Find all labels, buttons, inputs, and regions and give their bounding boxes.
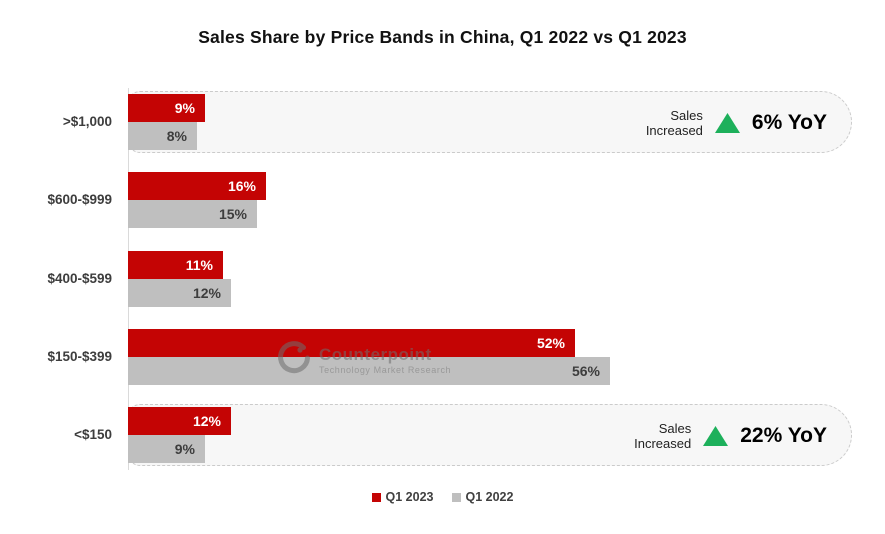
legend-item-q1-2023: Q1 2023 [371,490,434,504]
bar-value-label: 52% [536,335,565,351]
annotation-label: Sales Increased [646,108,703,139]
legend-swatch-gray-icon [451,492,461,502]
up-triangle-icon [714,112,741,134]
bar-row-400-599: $400-$599 11% 12% [0,251,885,307]
annotation-label-line1: Sales [670,107,703,123]
bar-q1-2023: 9% [128,94,205,122]
bar-q1-2023: 12% [128,407,231,435]
bar-row-600-999: $600-$999 16% 15% [0,172,885,228]
bar-q1-2022: 12% [128,279,231,307]
category-label: $600-$999 [47,192,112,207]
annotation-label-line2: Increased [634,436,692,451]
annotation-label-line2: Increased [645,123,703,138]
bar-q1-2022: 56% [128,357,610,385]
bar-q1-2023: 16% [128,172,266,200]
bar-q1-2022: 8% [128,122,197,150]
category-label: <$150 [74,427,112,442]
bar-q1-2022: 9% [128,435,205,463]
bar-value-label: 9% [174,100,195,116]
annotation-content: Sales Increased 6% YoY [646,92,827,154]
bar-value-label: 16% [227,178,256,194]
legend-label: Q1 2023 [385,490,434,504]
category-label: >$1,000 [62,114,112,129]
bar-q1-2022: 15% [128,200,257,228]
bar-value-label: 9% [174,441,195,457]
legend-label: Q1 2022 [465,490,514,504]
bar-value-label: 8% [166,128,187,144]
annotation-value: 6% YoY [751,111,827,134]
chart-title: Sales Share by Price Bands in China, Q1 … [198,27,687,47]
bar-q1-2023: 11% [128,251,223,279]
bar-q1-2023: 52% [128,329,575,357]
bar-row-gt1000: Sales Increased 6% YoY >$1,000 9% 8% [0,91,885,153]
legend-item-q1-2022: Q1 2022 [451,490,514,504]
category-label: $150-$399 [47,349,112,364]
legend: Q1 2023 Q1 2022 [0,490,885,504]
annotation-pill-gt1000: Sales Increased 6% YoY [128,91,852,153]
bar-value-label: 15% [218,206,247,222]
annotation-label-line1: Sales [658,420,692,436]
bar-value-label: 11% [185,257,213,273]
bar-value-label: 12% [192,285,221,301]
bar-value-label: 12% [192,413,221,429]
bar-row-lt150: Sales Increased 22% YoY <$150 12% 9% [0,404,885,466]
annotation-pill-lt150: Sales Increased 22% YoY [128,404,852,466]
bar-value-label: 56% [571,363,600,379]
legend-swatch-red-icon [371,492,381,502]
annotation-content: Sales Increased 22% YoY [634,405,827,467]
annotation-value: 22% YoY [740,424,827,447]
up-triangle-icon [702,425,729,447]
annotation-label: Sales Increased [634,421,691,452]
category-label: $400-$599 [47,271,112,286]
bar-row-150-399: $150-$399 52% 56% [0,329,885,385]
